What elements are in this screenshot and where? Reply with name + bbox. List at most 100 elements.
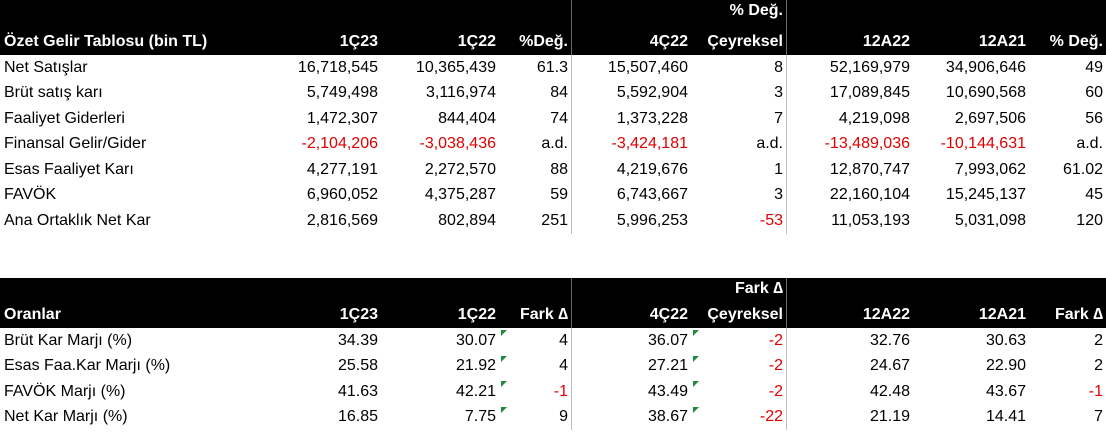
table-cell: 60 — [1085, 84, 1103, 102]
table-row: Esas Faa.Kar Marjı (%) 25.58 21.92 4 27.21 -2… — [0, 353, 1106, 379]
table-cell: 7.75 — [464, 408, 496, 426]
header-1q23: 1Ç23 — [339, 33, 378, 50]
column-separator — [571, 404, 572, 430]
row-label: Esas Faa.Kar Marjı (%) — [4, 357, 171, 375]
table-row: Brüt Kar Marjı (%) 34.39 30.07 4 36.07 -2 32.7… — [0, 328, 1106, 354]
table-cell: 4 — [559, 331, 568, 349]
table-row: FAVÖK 6,960,052 4,375,287 59 6,743,667 3 22,16… — [0, 182, 1106, 208]
table-cell: 17,089,845 — [829, 84, 910, 102]
column-separator — [571, 379, 572, 405]
table-cell: 88 — [550, 160, 568, 178]
table-cell: 16.85 — [337, 408, 378, 426]
column-separator — [571, 328, 572, 354]
table-row: Net Satışlar 16,718,545 10,365,439 61.3 15,5… — [0, 55, 1106, 81]
column-separator — [786, 404, 787, 430]
table-cell: 5,592,904 — [616, 84, 688, 102]
table-cell: 74 — [550, 109, 568, 127]
column-separator — [786, 182, 787, 208]
table-cell: 42.48 — [869, 382, 910, 400]
table-cell: 14.41 — [985, 408, 1026, 426]
table-cell: 8 — [774, 58, 783, 76]
table-row: Finansal Gelir/Gider -2,104,206 -3,038,436… — [0, 131, 1106, 157]
table-cell: 59 — [550, 186, 568, 204]
table-cell: 61.3 — [536, 58, 568, 76]
row-label: Net Satışlar — [4, 58, 88, 76]
comment-marker-icon — [693, 381, 699, 387]
table-cell: 15,245,137 — [945, 186, 1026, 204]
table-cell: 49 — [1085, 58, 1103, 76]
table-cell: -2 — [768, 382, 783, 400]
income-summary-table: % Değ. Özet Gelir Tablosu (bin TL) 1Ç23 … — [0, 0, 1106, 234]
table-cell: 120 — [1076, 211, 1103, 229]
table-cell: 5,996,253 — [616, 211, 688, 229]
column-separator — [571, 106, 572, 132]
column-separator — [786, 353, 787, 379]
header-1q22: 1Ç22 — [457, 306, 496, 323]
table-cell: -53 — [759, 211, 783, 229]
header-12a22: 12A22 — [862, 33, 910, 50]
table-cell: -1 — [553, 382, 568, 400]
comment-marker-icon — [501, 330, 507, 336]
table-cell: 4,219,098 — [838, 109, 910, 127]
table-cell: -13,489,036 — [824, 135, 910, 153]
header-12a22: 12A22 — [862, 306, 910, 323]
row-label: Brüt Kar Marjı (%) — [4, 331, 133, 349]
table-row: FAVÖK Marjı (%) 41.63 42.21 -1 43.49 -2 42.48 4… — [0, 379, 1106, 405]
table-cell: 5,749,498 — [306, 84, 378, 102]
table-cell: 43.67 — [985, 382, 1026, 400]
table-cell: 25.58 — [337, 357, 378, 375]
comment-marker-icon — [501, 381, 507, 387]
table-cell: -10,144,631 — [940, 135, 1026, 153]
column-separator — [571, 182, 572, 208]
table-cell: 11,053,193 — [831, 211, 910, 229]
ratios-header: Fark ∆ Oranlar 1Ç23 1Ç22 Fark ∆ 4Ç22 Çey… — [0, 278, 1106, 328]
header-diff-top: Fark ∆ — [734, 280, 783, 297]
table-cell: 7 — [1094, 408, 1103, 426]
table-cell: -1 — [1088, 382, 1103, 400]
table-cell: 30.07 — [455, 331, 496, 349]
header-1q23: 1Ç23 — [339, 306, 378, 323]
table-cell: 41.63 — [337, 382, 378, 400]
column-separator — [571, 80, 572, 106]
header-diff: Fark ∆ — [519, 306, 568, 323]
table-cell: 5,031,098 — [954, 211, 1026, 229]
table-cell: 6,743,667 — [616, 186, 688, 204]
column-separator — [786, 379, 787, 405]
table-cell: -2 — [768, 331, 783, 349]
header-4q22: 4Ç22 — [649, 33, 688, 50]
column-separator — [786, 208, 787, 234]
table-cell: 34,906,646 — [945, 58, 1026, 76]
column-separator — [786, 328, 787, 354]
header-annual-pct-change: % Değ. — [1049, 33, 1103, 50]
table-cell: -2,104,206 — [301, 135, 378, 153]
table-cell: 844,404 — [438, 109, 496, 127]
table-cell: 38.67 — [647, 408, 688, 426]
table-cell: 84 — [550, 84, 568, 102]
header-pct-change-top: % Değ. — [729, 2, 783, 19]
table-cell: 7,993,062 — [954, 160, 1026, 178]
column-separator — [571, 208, 572, 234]
comment-marker-icon — [693, 330, 699, 336]
comment-marker-icon — [501, 355, 507, 362]
column-separator — [571, 278, 572, 328]
comment-marker-icon — [693, 355, 699, 362]
table-cell: 802,894 — [438, 211, 496, 229]
header-annual-diff: Fark ∆ — [1054, 306, 1103, 323]
table-cell: 16,718,545 — [297, 58, 378, 76]
table-cell: 43.49 — [647, 382, 688, 400]
table-cell: 21.92 — [455, 357, 496, 375]
table-row: Net Kar Marjı (%) 16.85 7.75 9 38.67 -22 21.19… — [0, 404, 1106, 430]
table-cell: 3 — [774, 84, 783, 102]
table-cell: 56 — [1085, 109, 1103, 127]
table-cell: 1 — [774, 160, 783, 178]
header-pct-change: %Değ. — [519, 33, 568, 50]
comment-marker-icon — [693, 406, 699, 413]
table-cell: 9 — [559, 408, 568, 426]
table-cell: 1,373,228 — [616, 109, 688, 127]
table-cell: 1,472,307 — [306, 109, 378, 127]
ratios-body: Brüt Kar Marjı (%) 34.39 30.07 4 36.07 -2 32.7… — [0, 328, 1106, 430]
table-cell: 251 — [541, 211, 568, 229]
table-cell: 61.02 — [1062, 160, 1103, 178]
table-cell: 6,960,052 — [306, 186, 378, 204]
table-cell: 2,697,506 — [954, 109, 1026, 127]
